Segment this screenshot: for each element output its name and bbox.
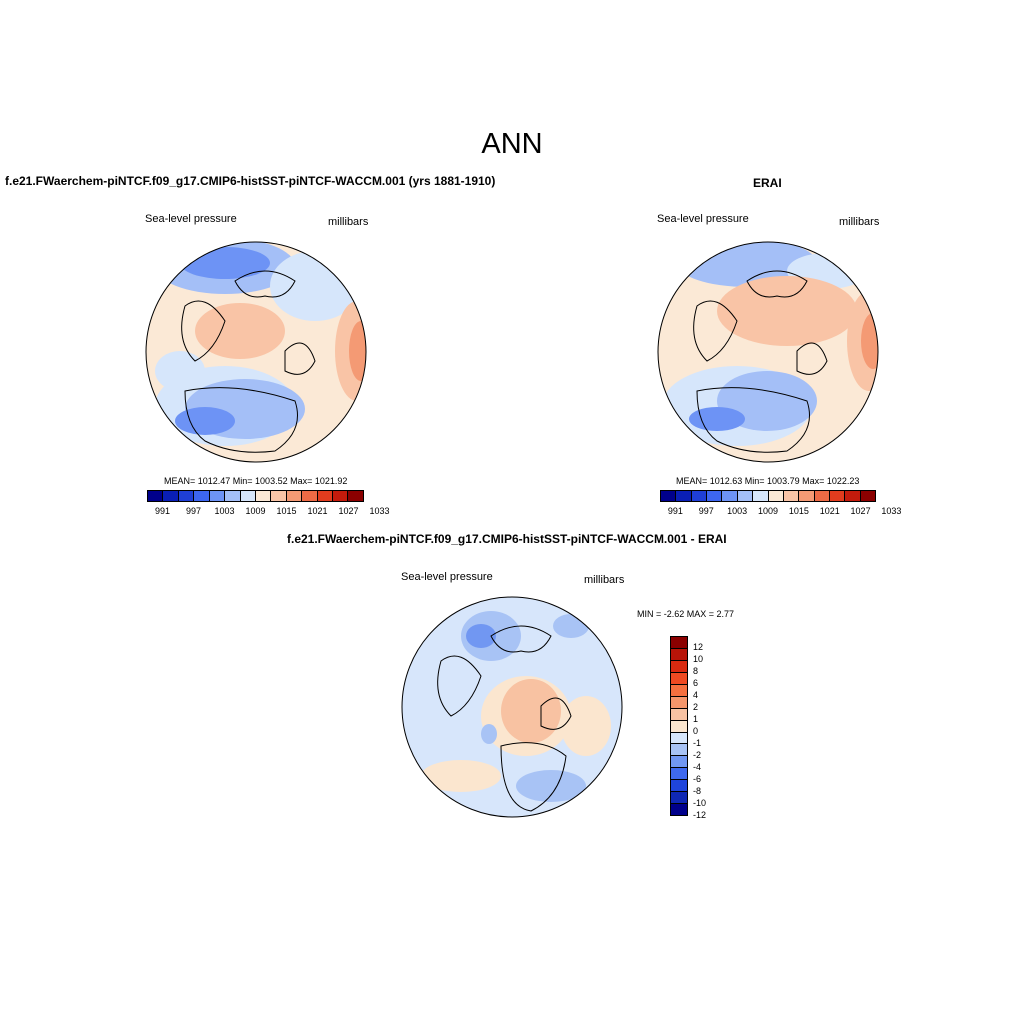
colorbar-tick-label: 1003 <box>214 506 235 516</box>
colorbar-tick-label: 1021 <box>307 506 328 516</box>
diff-case-title: f.e21.FWaerchem-piNTCF.f09_g17.CMIP6-his… <box>287 532 727 546</box>
colorbar-swatch <box>333 491 349 501</box>
colorbar-swatch <box>671 720 687 733</box>
colorbar-tick-label: 1015 <box>788 506 809 516</box>
panel1-colorbar <box>147 490 364 502</box>
colorbar-tick-label: 991 <box>667 506 683 516</box>
colorbar-tick-label: 6 <box>693 678 699 688</box>
colorbar-swatch <box>671 804 687 816</box>
panel1-variable-label: Sea-level pressure <box>145 213 237 225</box>
colorbar-tick-label: 997 <box>698 506 714 516</box>
colorbar-swatch <box>671 744 687 757</box>
panel2-colorbar <box>660 490 876 502</box>
colorbar-swatch <box>722 491 738 501</box>
colorbar-tick-label: 1027 <box>338 506 359 516</box>
colorbar-tick-label: 991 <box>154 506 171 516</box>
diff-polar-map <box>401 596 623 818</box>
panel1-units-label: millibars <box>328 216 369 228</box>
colorbar-tick-label: 10 <box>693 654 704 664</box>
colorbar-swatch <box>671 768 687 781</box>
colorbar-swatch <box>671 756 687 769</box>
colorbar-swatch <box>671 672 687 685</box>
colorbar-swatch <box>255 491 272 501</box>
panel1-stats: MEAN= 1012.47 Min= 1003.52 Max= 1021.92 <box>164 476 348 486</box>
colorbar-swatch <box>671 780 687 793</box>
colorbar-tick-label: -10 <box>693 798 707 808</box>
panel2-case-title: ERAI <box>753 176 782 190</box>
colorbar-tick-label: 4 <box>693 690 699 700</box>
colorbar-swatch <box>671 684 687 697</box>
colorbar-tick-label: -2 <box>693 750 702 760</box>
colorbar-swatch <box>148 491 164 501</box>
colorbar-swatch <box>676 491 692 501</box>
colorbar-tick-label: 1003 <box>727 506 748 516</box>
colorbar-tick-label: -4 <box>693 762 702 772</box>
panel1-polar-map <box>145 241 367 463</box>
colorbar-tick-label: 0 <box>693 726 699 736</box>
colorbar-swatch <box>799 491 815 501</box>
colorbar-tick-label: -1 <box>693 738 702 748</box>
colorbar-tick-label: 1027 <box>850 506 871 516</box>
colorbar-swatch <box>737 491 754 501</box>
colorbar-swatch <box>753 491 769 501</box>
panel2-units-label: millibars <box>839 216 880 228</box>
colorbar-tick-label: -6 <box>693 774 702 784</box>
colorbar-tick-label: -8 <box>693 786 702 796</box>
colorbar-swatch <box>671 660 687 673</box>
diff-colorbar <box>670 636 688 816</box>
colorbar-swatch <box>209 491 226 501</box>
colorbar-swatch <box>286 491 303 501</box>
colorbar-swatch <box>671 696 687 709</box>
colorbar-swatch <box>163 491 179 501</box>
colorbar-tick-label: 8 <box>693 666 699 676</box>
colorbar-swatch <box>671 732 687 745</box>
colorbar-swatch <box>860 491 876 501</box>
colorbar-tick-label: 1033 <box>369 506 390 516</box>
colorbar-swatch <box>317 491 334 501</box>
colorbar-tick-label: 1033 <box>881 506 902 516</box>
colorbar-swatch <box>348 491 363 501</box>
colorbar-swatch <box>302 491 318 501</box>
colorbar-swatch <box>829 491 846 501</box>
colorbar-tick-label: 2 <box>693 702 699 712</box>
colorbar-tick-label: 1009 <box>245 506 266 516</box>
colorbar-tick-label: 12 <box>693 642 704 652</box>
colorbar-swatch <box>178 491 195 501</box>
diff-stats: MIN = -2.62 MAX = 2.77 <box>637 609 735 619</box>
colorbar-swatch <box>671 637 687 649</box>
colorbar-swatch <box>194 491 210 501</box>
colorbar-swatch <box>671 648 687 661</box>
colorbar-swatch <box>814 491 830 501</box>
colorbar-swatch <box>225 491 241 501</box>
colorbar-swatch <box>691 491 708 501</box>
panel2-stats: MEAN= 1012.63 Min= 1003.79 Max= 1022.23 <box>676 476 860 486</box>
colorbar-swatch <box>271 491 287 501</box>
colorbar-tick-label: 997 <box>185 506 202 516</box>
colorbar-swatch <box>661 491 677 501</box>
diff-variable-label: Sea-level pressure <box>401 571 493 583</box>
colorbar-swatch <box>671 708 687 721</box>
colorbar-tick-label: 1021 <box>819 506 840 516</box>
panel2-variable-label: Sea-level pressure <box>657 213 749 225</box>
colorbar-swatch <box>783 491 800 501</box>
panel2-polar-map <box>657 241 879 463</box>
colorbar-swatch <box>240 491 256 501</box>
colorbar-tick-label: -12 <box>693 810 707 820</box>
colorbar-swatch <box>707 491 723 501</box>
colorbar-swatch <box>768 491 784 501</box>
colorbar-tick-label: 1015 <box>276 506 297 516</box>
panel1-case-title: f.e21.FWaerchem-piNTCF.f09_g17.CMIP6-his… <box>5 174 496 188</box>
colorbar-tick-label: 1 <box>693 714 699 724</box>
colorbar-swatch <box>671 792 687 805</box>
colorbar-tick-label: 1009 <box>757 506 779 516</box>
diff-units-label: millibars <box>584 574 625 586</box>
figure-title: ANN <box>481 128 543 160</box>
colorbar-swatch <box>845 491 861 501</box>
